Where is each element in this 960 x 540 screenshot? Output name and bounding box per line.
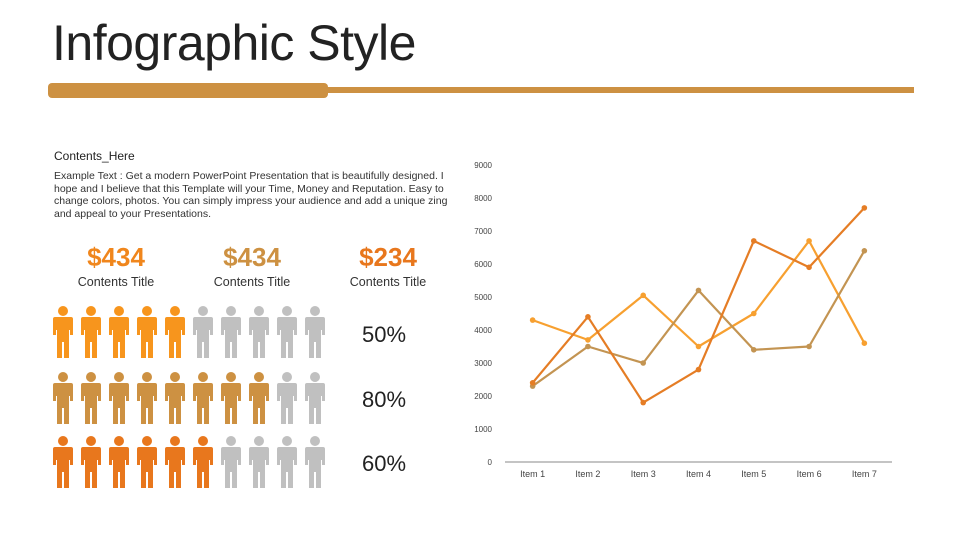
person-icon-empty	[193, 306, 213, 358]
x-tick-label: Item 5	[741, 469, 766, 479]
series-1-point	[640, 292, 647, 299]
title-underline-thin	[326, 87, 914, 93]
slide-title: Infographic Style	[52, 15, 416, 71]
person-icon-empty	[277, 372, 297, 424]
person-icon-filled	[165, 436, 185, 488]
series-3-point	[806, 264, 812, 271]
y-tick-label: 7000	[474, 227, 492, 236]
person-icon-empty	[305, 306, 325, 358]
x-tick-label: Item 2	[575, 469, 600, 479]
percent-2-symbol: %	[386, 387, 407, 412]
person-icon-empty	[221, 306, 241, 358]
x-tick-label: Item 3	[631, 469, 656, 479]
stat-2: $434 Contents Title	[182, 242, 322, 289]
series-1-point	[529, 317, 536, 323]
y-tick-label: 4000	[474, 326, 492, 335]
series-2-point	[861, 248, 868, 254]
person-icon-filled	[53, 436, 73, 488]
series-2-point	[806, 343, 812, 350]
line-chart: 0 1000 2000 3000 4000 5000 6000 7000 8000 9000 Ite…	[474, 161, 892, 479]
series-2-point	[750, 347, 757, 353]
person-icon-filled	[221, 372, 241, 424]
series-2-point	[640, 360, 647, 366]
person-icon-filled	[81, 372, 101, 424]
percent-1: 50%	[362, 322, 406, 348]
person-icon-filled	[81, 306, 101, 358]
person-icon-filled	[53, 372, 73, 424]
y-tick-label: 5000	[474, 293, 492, 302]
person-icon-filled	[81, 436, 101, 488]
percent-1-symbol: %	[386, 322, 407, 347]
stat-2-label: Contents Title	[213, 275, 291, 289]
person-icon-filled	[53, 306, 73, 358]
percent-3-symbol: %	[386, 451, 407, 476]
person-icon-empty	[305, 372, 325, 424]
person-icon-filled	[165, 372, 185, 424]
person-icon-filled	[109, 372, 129, 424]
body-text: Example Text : Get a modern PowerPoint P…	[54, 170, 448, 220]
stat-2-value: $434	[223, 242, 281, 272]
y-tick-label: 8000	[474, 194, 492, 203]
y-tick-label: 2000	[474, 392, 492, 401]
stat-3: $234 Contents Title	[318, 242, 458, 289]
person-icon-filled	[193, 372, 213, 424]
percent-3: 60%	[362, 451, 406, 477]
person-icon-empty	[277, 436, 297, 488]
person-icon-filled	[249, 372, 269, 424]
series-3-point	[529, 380, 536, 386]
person-icon-empty	[249, 436, 269, 488]
series-3-point	[695, 366, 702, 373]
series-3-point	[861, 205, 868, 211]
person-icon-filled	[109, 306, 129, 358]
stat-1: $434 Contents Title	[46, 242, 186, 289]
stat-3-value: $234	[359, 242, 417, 272]
series-2-point	[585, 343, 591, 350]
y-tick-label: 1000	[474, 425, 492, 434]
y-tick-label: 0	[488, 458, 493, 467]
contents-heading: Contents_Here	[54, 149, 135, 163]
x-tick-label: Item 6	[797, 469, 822, 479]
people-row-3	[52, 436, 332, 490]
series-1-line	[532, 239, 866, 348]
person-icon-filled	[137, 372, 157, 424]
stat-3-label: Contents Title	[349, 275, 427, 289]
y-tick-label: 3000	[474, 359, 492, 368]
series-3-point	[640, 399, 647, 406]
person-icon-filled	[193, 436, 213, 488]
stat-1-value: $434	[87, 242, 145, 272]
percent-2: 80%	[362, 387, 406, 413]
person-icon-filled	[109, 436, 129, 488]
people-row-1	[52, 306, 332, 360]
person-icon-filled	[137, 306, 157, 358]
percent-1-value: 50	[362, 322, 387, 347]
x-tick-label: Item 7	[852, 469, 877, 479]
series-1-point	[695, 343, 702, 350]
person-icon-empty	[249, 306, 269, 358]
person-icon-empty	[305, 436, 325, 488]
person-icon-filled	[165, 306, 185, 358]
series-3-point	[750, 238, 757, 244]
x-tick-label: Item 1	[520, 469, 545, 479]
person-icon-empty	[221, 436, 241, 488]
y-tick-label: 9000	[474, 161, 492, 170]
series-3-point	[585, 314, 591, 320]
series-3-line	[531, 207, 866, 404]
title-underline-thick	[48, 83, 328, 98]
y-tick-label: 6000	[474, 260, 492, 269]
percent-3-value: 60	[362, 451, 387, 476]
series-1-point	[861, 340, 868, 346]
percent-2-value: 80	[362, 387, 387, 412]
stat-1-label: Contents Title	[77, 275, 155, 289]
people-row-2	[52, 372, 332, 426]
person-icon-empty	[277, 306, 297, 358]
person-icon-filled	[137, 436, 157, 488]
series-1-point	[750, 310, 757, 317]
series-2-line	[532, 250, 866, 387]
series-1-point	[806, 238, 812, 244]
series-1-point	[585, 337, 591, 343]
series-2-point	[695, 287, 702, 294]
x-tick-label: Item 4	[686, 469, 711, 479]
